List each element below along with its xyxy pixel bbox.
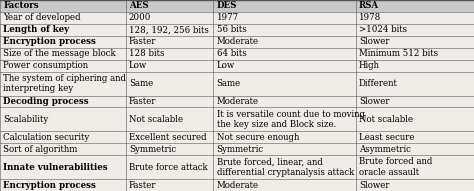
Bar — [0, 12, 474, 24]
Bar — [0, 0, 474, 12]
Text: Brute force attack: Brute force attack — [129, 163, 208, 172]
Bar — [0, 24, 474, 36]
Text: >1024 bits: >1024 bits — [359, 25, 407, 34]
Text: 128 bits: 128 bits — [129, 49, 164, 58]
Text: 128, 192, 256 bits: 128, 192, 256 bits — [129, 25, 209, 34]
Text: Power consumption: Power consumption — [3, 61, 89, 70]
Text: RSA: RSA — [359, 2, 379, 11]
Text: Sort of algorithm: Sort of algorithm — [3, 145, 78, 154]
Text: Not scalable: Not scalable — [359, 115, 413, 124]
Text: Different: Different — [359, 79, 398, 88]
Text: Slower: Slower — [359, 37, 389, 46]
Text: Not scalable: Not scalable — [129, 115, 183, 124]
Text: Excellent secured: Excellent secured — [129, 133, 207, 142]
Text: Innate vulnerabilities: Innate vulnerabilities — [3, 163, 108, 172]
Bar — [0, 107, 474, 131]
Text: Moderate: Moderate — [217, 180, 259, 189]
Bar — [0, 179, 474, 191]
Text: Calculation security: Calculation security — [3, 133, 90, 142]
Bar — [0, 48, 474, 60]
Text: Factors: Factors — [3, 2, 39, 11]
Text: Slower: Slower — [359, 180, 389, 189]
Text: Faster: Faster — [129, 37, 156, 46]
Bar — [0, 155, 474, 179]
Text: Encryption process: Encryption process — [3, 37, 96, 46]
Text: 2000: 2000 — [129, 13, 151, 22]
Bar — [0, 72, 474, 96]
Text: Low: Low — [217, 61, 235, 70]
Text: Size of the message block: Size of the message block — [3, 49, 116, 58]
Text: Moderate: Moderate — [217, 37, 259, 46]
Text: Least secure: Least secure — [359, 133, 414, 142]
Text: Minimum 512 bits: Minimum 512 bits — [359, 49, 438, 58]
Text: Brute forced and
oracle assault: Brute forced and oracle assault — [359, 157, 432, 177]
Bar — [0, 96, 474, 107]
Text: Year of developed: Year of developed — [3, 13, 81, 22]
Bar — [0, 143, 474, 155]
Text: It is versatile count due to moving
the key size and Block size.: It is versatile count due to moving the … — [217, 110, 365, 129]
Text: Faster: Faster — [129, 180, 156, 189]
Text: Encryption process: Encryption process — [3, 180, 96, 189]
Text: Brute forced, linear, and
differential cryptanalysis attack: Brute forced, linear, and differential c… — [217, 157, 354, 177]
Bar — [0, 60, 474, 72]
Text: Symmetric: Symmetric — [129, 145, 176, 154]
Text: 64 bits: 64 bits — [217, 49, 246, 58]
Text: AES: AES — [129, 2, 148, 11]
Text: Slower: Slower — [359, 97, 389, 106]
Bar — [0, 131, 474, 143]
Text: High: High — [359, 61, 380, 70]
Text: Scalability: Scalability — [3, 115, 48, 124]
Text: 1977: 1977 — [217, 13, 239, 22]
Text: 56 bits: 56 bits — [217, 25, 246, 34]
Text: Same: Same — [129, 79, 153, 88]
Text: Decoding process: Decoding process — [3, 97, 89, 106]
Text: 1978: 1978 — [359, 13, 381, 22]
Text: Symmetric: Symmetric — [217, 145, 264, 154]
Text: Same: Same — [217, 79, 241, 88]
Text: Asymmetric: Asymmetric — [359, 145, 410, 154]
Bar — [0, 36, 474, 48]
Text: Length of key: Length of key — [3, 25, 70, 34]
Text: Faster: Faster — [129, 97, 156, 106]
Text: Not secure enough: Not secure enough — [217, 133, 299, 142]
Text: Low: Low — [129, 61, 147, 70]
Text: Moderate: Moderate — [217, 97, 259, 106]
Text: The system of ciphering and
interpreting key: The system of ciphering and interpreting… — [3, 74, 126, 93]
Text: DES: DES — [217, 2, 237, 11]
